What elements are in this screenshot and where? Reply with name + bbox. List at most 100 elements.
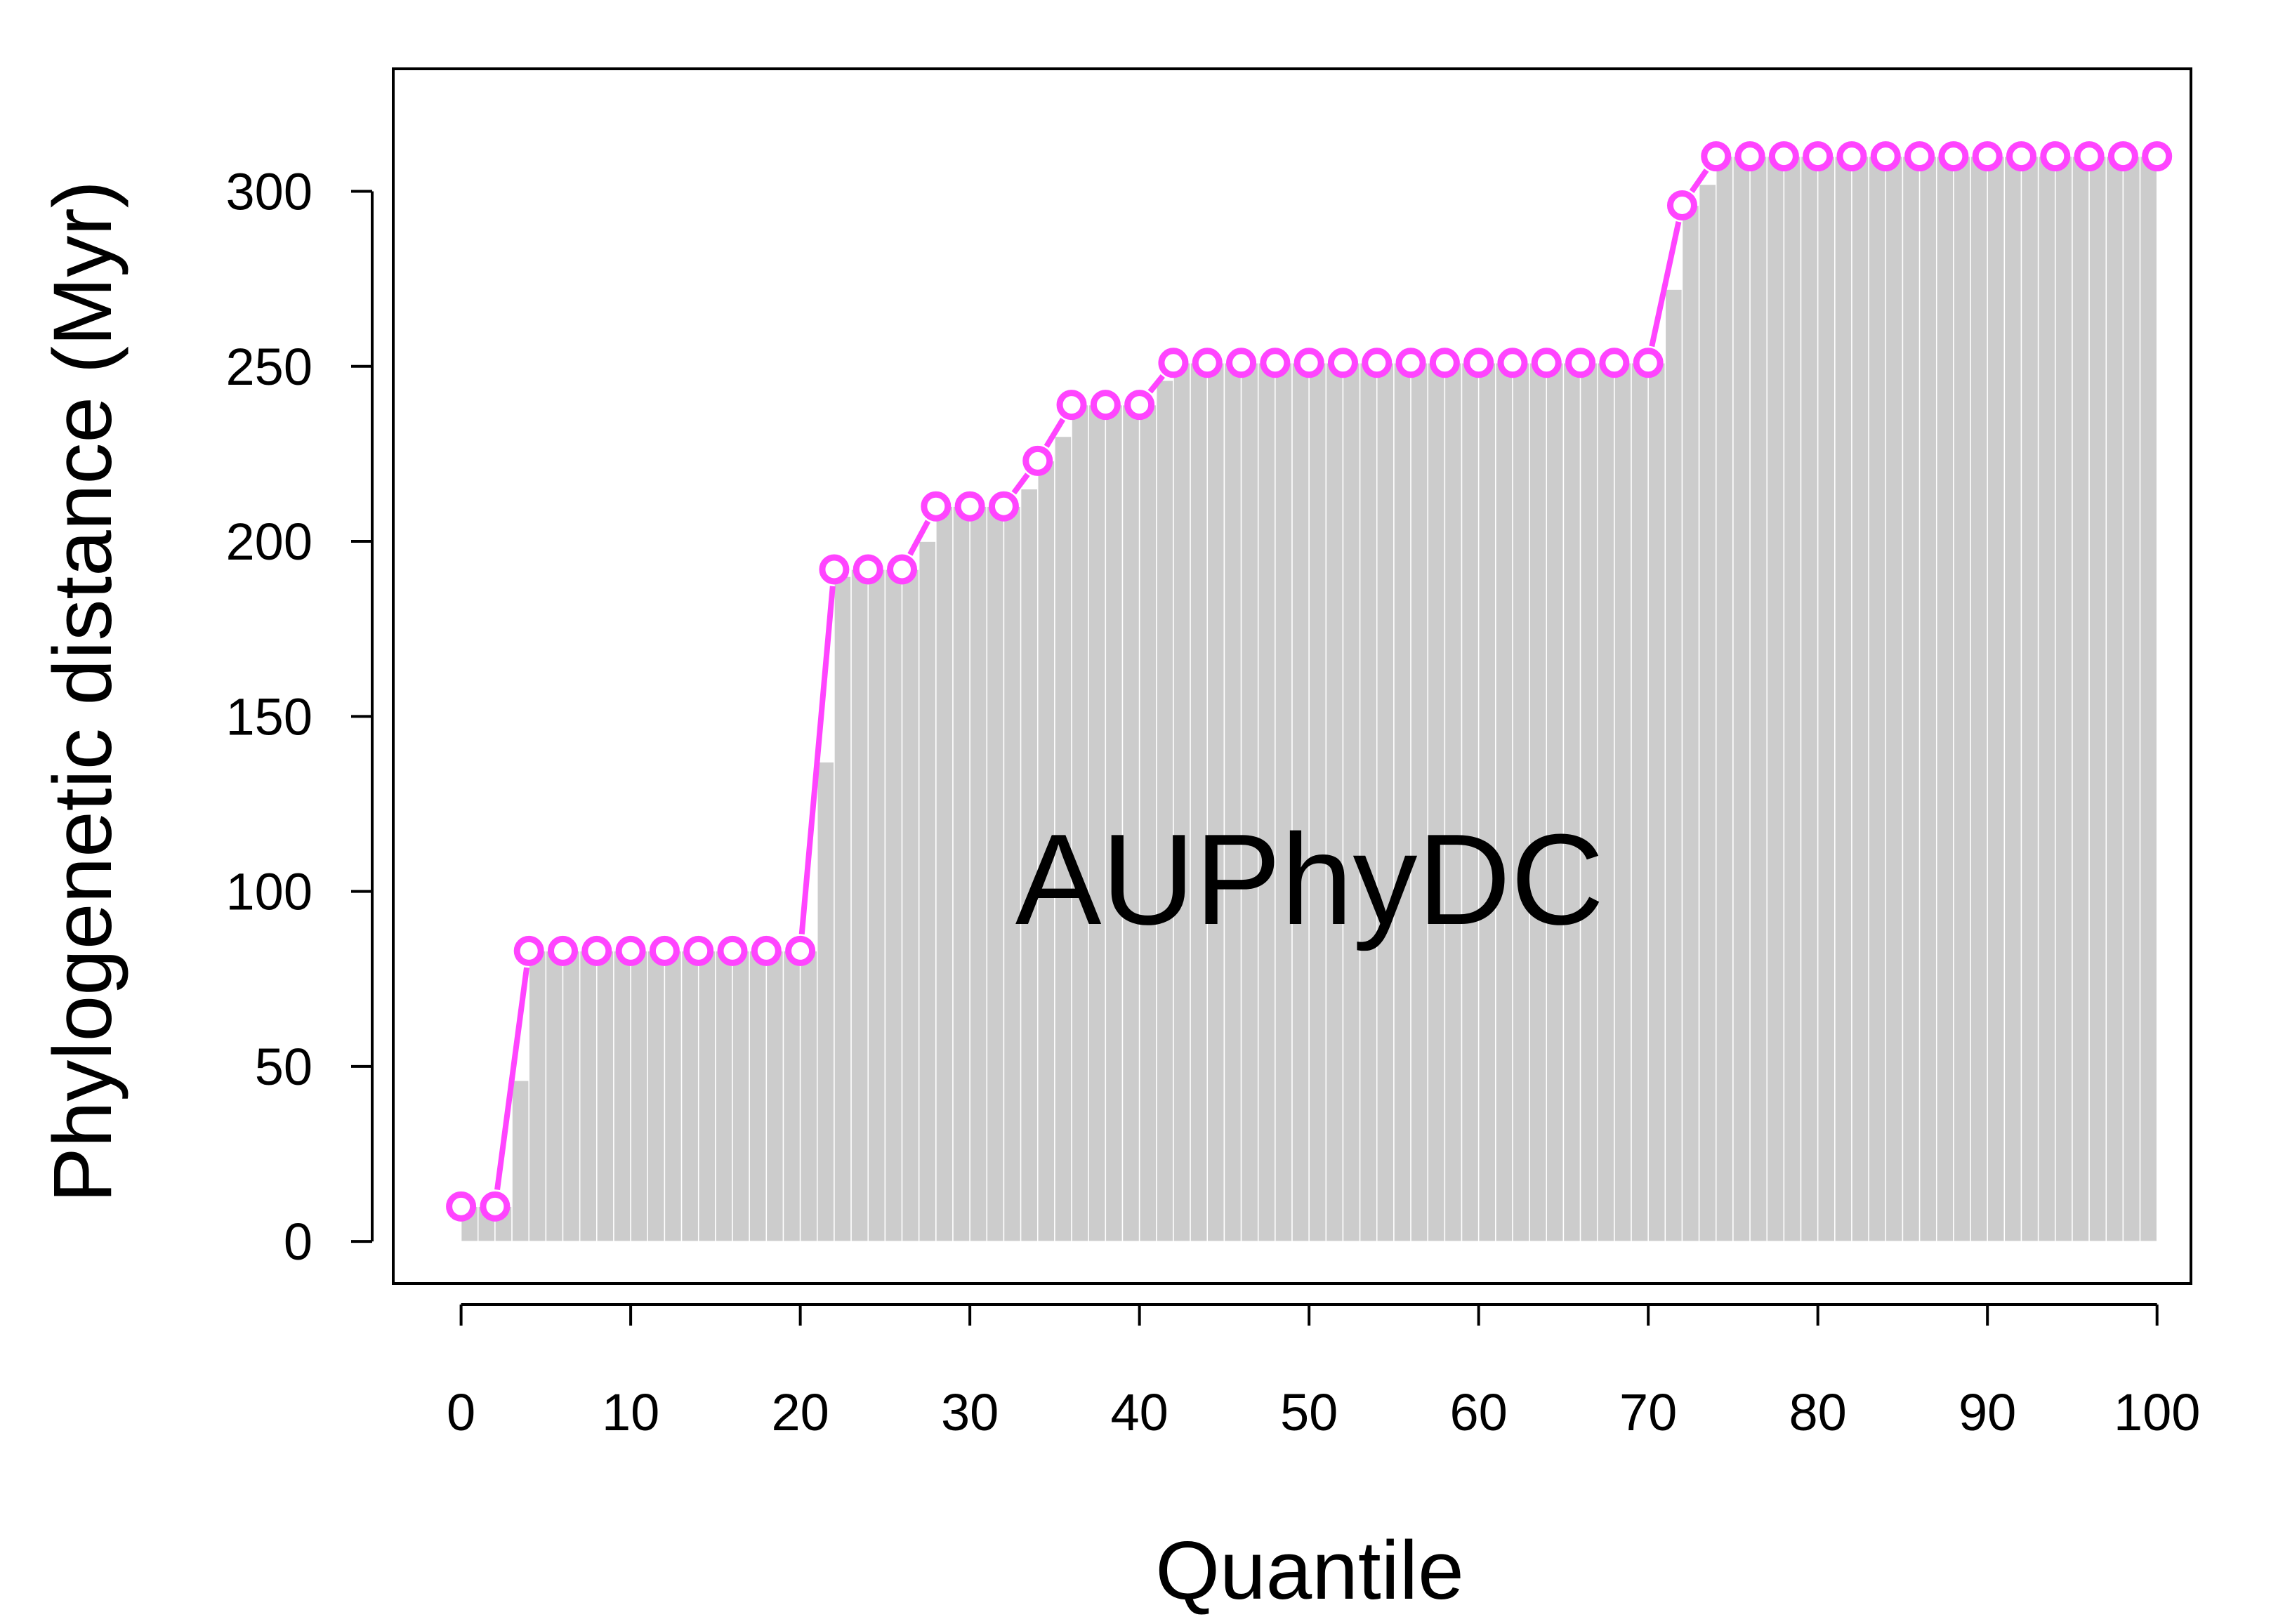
connector-line: [494, 967, 530, 1191]
bar: [1308, 362, 1327, 1242]
data-point: [1734, 141, 1765, 172]
data-point: [921, 491, 952, 522]
bar: [613, 950, 631, 1242]
bar: [511, 1080, 529, 1242]
x-axis: 0 10 20 30 40 50 60 70 80 90 100: [447, 1303, 2200, 1441]
x-tick-label: 90: [1959, 1383, 2016, 1441]
x-tick-label: 60: [1450, 1383, 1508, 1441]
data-point: [1090, 390, 1121, 421]
bar: [1579, 362, 1598, 1242]
y-axis: 0 50 100 150 200 250 300: [226, 162, 374, 1271]
x-tick-label: 80: [1789, 1383, 1847, 1441]
bar: [1970, 155, 1988, 1242]
bar: [918, 541, 937, 1242]
x-tick-label: 70: [1619, 1383, 1677, 1441]
bar: [817, 761, 835, 1242]
bar: [1614, 362, 1632, 1242]
x-axis-title: Quantile: [1155, 1524, 1464, 1617]
bar: [1987, 155, 2006, 1242]
data-point: [1599, 348, 1630, 378]
bar: [1477, 362, 1496, 1242]
bar: [1935, 155, 1954, 1242]
bar: [1410, 362, 1428, 1242]
bar: [1851, 155, 1869, 1242]
data-point: [954, 491, 985, 522]
data-point: [2107, 141, 2138, 172]
data-point: [1260, 348, 1291, 378]
data-point: [1701, 141, 1732, 172]
bar: [2037, 155, 2056, 1242]
data-point: [1192, 348, 1223, 378]
bar: [1156, 379, 1174, 1242]
bar: [1749, 155, 1768, 1242]
data-point: [1531, 348, 1562, 378]
data-point: [988, 491, 1019, 522]
bar: [1495, 362, 1513, 1242]
bar: [1138, 404, 1157, 1242]
bar: [697, 950, 716, 1242]
x-tick-label: 20: [771, 1383, 829, 1441]
bar: [2122, 155, 2141, 1242]
chart-annotation: AUPhyDC: [1015, 807, 1604, 951]
data-point: [819, 554, 850, 585]
data-point: [1429, 348, 1460, 378]
bar: [782, 950, 801, 1242]
bar: [630, 950, 649, 1242]
data-point: [2142, 141, 2173, 172]
connector-line: [907, 520, 930, 556]
data-point: [1768, 141, 1799, 172]
x-tick-label: 100: [2114, 1383, 2200, 1441]
bar: [867, 569, 886, 1242]
bar: [935, 506, 954, 1242]
connector-line: [1649, 221, 1682, 348]
bar: [1461, 362, 1480, 1242]
data-point: [1904, 141, 1935, 172]
bar: [1427, 362, 1446, 1242]
bar: [1223, 362, 1242, 1242]
connector-line: [1011, 473, 1030, 495]
data-point: [717, 935, 748, 966]
connector-line: [798, 586, 836, 935]
bar: [1173, 362, 1191, 1242]
y-tick-label: 50: [255, 1038, 312, 1096]
bar: [1868, 155, 1887, 1242]
bar: [1190, 362, 1208, 1242]
bar: [901, 569, 920, 1242]
data-point: [513, 935, 544, 966]
bars-layer: [460, 155, 2158, 1242]
bar: [647, 950, 666, 1242]
x-tick-label: 40: [1110, 1383, 1168, 1441]
y-tick-label: 250: [226, 338, 312, 396]
bar: [1817, 155, 1836, 1242]
bar: [732, 950, 750, 1242]
bar: [1783, 155, 1802, 1242]
x-tick-label: 30: [941, 1383, 999, 1441]
data-point: [2040, 141, 2071, 172]
bar: [1054, 435, 1072, 1242]
bar: [2072, 155, 2090, 1242]
bar: [1732, 155, 1751, 1242]
data-point: [751, 935, 782, 966]
bar: [2020, 155, 2039, 1242]
data-point: [1022, 445, 1053, 476]
bar: [1036, 460, 1055, 1242]
data-point: [1938, 141, 1969, 172]
bar: [1631, 362, 1649, 1242]
bar: [1834, 155, 1852, 1242]
data-point: [785, 935, 816, 966]
bar: [1902, 155, 1921, 1242]
bar: [749, 950, 768, 1242]
bar: [2003, 155, 2022, 1242]
bar: [799, 950, 818, 1242]
x-tick-label: 0: [447, 1383, 475, 1441]
data-point: [1294, 348, 1324, 378]
bar: [1512, 362, 1530, 1242]
bar: [1529, 362, 1548, 1242]
bar: [1596, 362, 1615, 1242]
bar: [1716, 155, 1734, 1242]
bar: [1105, 404, 1124, 1242]
bar: [834, 576, 852, 1242]
data-point: [1870, 141, 1901, 172]
bar: [986, 506, 1005, 1242]
